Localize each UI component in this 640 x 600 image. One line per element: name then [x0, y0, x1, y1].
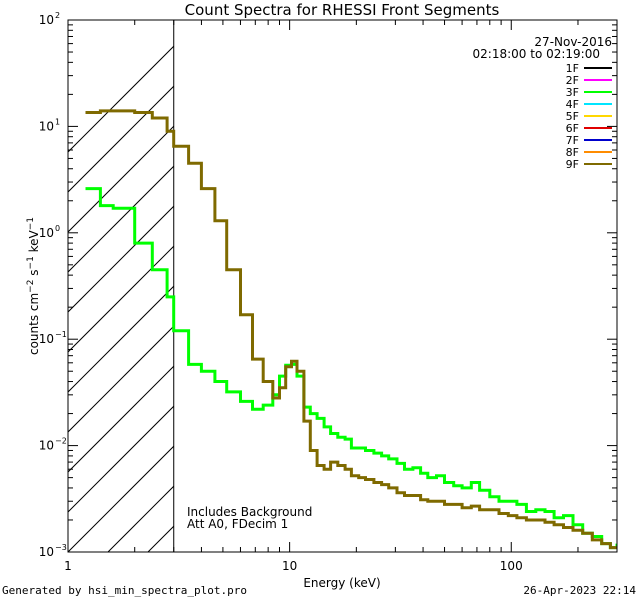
hatch-line — [68, 205, 174, 313]
series-9f-line — [85, 109, 617, 550]
hatch-line — [68, 245, 174, 353]
legend-label: 3F — [566, 86, 579, 99]
x-tick-label: 100 — [500, 559, 523, 573]
y-tick-label: 10 — [39, 332, 54, 346]
legend-label: 9F — [566, 158, 579, 171]
y-tick-exponent: 1 — [55, 117, 60, 126]
y-tick-exponent: 2 — [55, 11, 60, 20]
hatched-region — [68, 45, 174, 552]
hatch-line — [68, 325, 174, 433]
date-label: 27-Nov-2016 — [534, 35, 612, 49]
hatch-line — [107, 485, 174, 552]
x-tick-label: 1 — [64, 559, 72, 573]
hatch-line — [68, 445, 174, 552]
plot-timestamp: 26-Apr-2023 22:14 — [523, 584, 636, 597]
hatch-line — [68, 365, 174, 473]
y-tick-label: 10 — [39, 226, 54, 240]
x-axis-label: Energy (keV) — [303, 576, 380, 590]
chart-title: Count Spectra for RHESSI Front Segments — [185, 1, 500, 19]
y-tick-label: 10 — [39, 545, 54, 559]
hatch-line — [68, 125, 174, 233]
y-axis-label: counts cm−2 s−1 keV−1 — [26, 217, 41, 355]
series-3f-line — [85, 187, 617, 550]
y-tick-exponent: −2 — [55, 437, 67, 446]
legend-label: 8F — [566, 146, 579, 159]
legend-label: 4F — [566, 98, 579, 111]
hatch-line — [68, 405, 174, 513]
y-tick-label: 10 — [39, 119, 54, 133]
y-tick-exponent: −1 — [55, 330, 67, 339]
x-tick-label: 10 — [282, 559, 297, 573]
time-range-label: 02:18:00 to 02:19:00 — [473, 47, 600, 61]
legend-label: 1F — [566, 62, 579, 75]
generated-by-label: Generated by hsi_min_spectra_plot.pro — [2, 584, 248, 597]
y-tick-label: 10 — [39, 439, 54, 453]
y-tick-label: 10 — [39, 13, 54, 27]
legend-label: 2F — [566, 74, 579, 87]
legend-label: 6F — [566, 122, 579, 135]
annotation-attenuator: Att A0, FDecim 1 — [187, 517, 288, 531]
y-tick-exponent: 0 — [55, 224, 60, 233]
plot-frame — [67, 19, 618, 553]
legend-label: 7F — [566, 134, 579, 147]
annotation-background: Includes Background — [187, 505, 312, 519]
hatch-line — [68, 45, 174, 153]
legend-label: 5F — [566, 110, 579, 123]
y-tick-exponent: −3 — [55, 543, 67, 552]
